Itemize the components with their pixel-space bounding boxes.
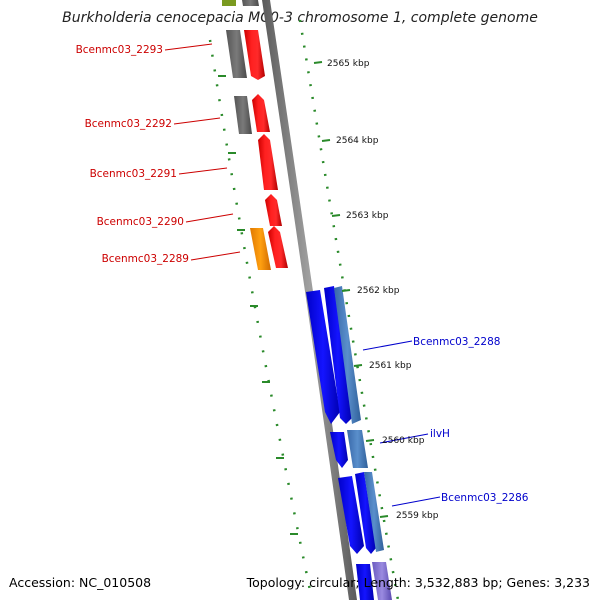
feature-steel-ilvh: [347, 430, 368, 468]
feature-steel-2288: [334, 286, 361, 424]
scale-tick-2559: [379, 515, 389, 518]
scale-label-2564: 2564 kbp: [336, 136, 379, 146]
scale-label-2559: 2559 kbp: [396, 511, 439, 521]
scale-tick-2560: [365, 439, 375, 442]
gene-label-2291: Bcenmc03_2291: [90, 168, 177, 180]
feature-red-2291: [258, 134, 278, 190]
leader-ilvh: [379, 433, 429, 444]
gene-label-2289: Bcenmc03_2289: [102, 253, 189, 265]
scale-tick-2563: [331, 214, 341, 217]
leader-2290: [185, 213, 234, 223]
scale-tick-2565: [313, 61, 323, 64]
accession-text: Accession: NC_010508: [9, 575, 152, 590]
feature-blue-2288b: [324, 286, 352, 424]
gene-label-ilvh: ilvH: [430, 428, 450, 440]
scale-label-2560: 2560 kbp: [382, 436, 425, 446]
scale-tick-2564: [321, 139, 331, 142]
gene-label-2292: Bcenmc03_2292: [85, 118, 172, 130]
feature-blue-next: [356, 564, 374, 600]
partial-feature-top-gray: [242, 0, 259, 6]
scale-label-2562: 2562 kbp: [357, 286, 400, 296]
feature-blue-2286: [338, 476, 364, 554]
map-title: Burkholderia cenocepacia MC0-3 chromosom…: [62, 10, 538, 26]
feature-blue-2286b: [355, 472, 376, 554]
scale-tick-2561: [353, 364, 363, 367]
feature-gray-2292: [234, 96, 252, 134]
gene-label-2288: Bcenmc03_2288: [413, 336, 500, 348]
feature-orange-2289: [250, 228, 271, 270]
scale-label-2561: 2561 kbp: [369, 361, 412, 371]
gene-label-2293: Bcenmc03_2293: [76, 44, 163, 56]
leader-2288: [362, 340, 413, 351]
feature-gray-2293: [226, 30, 247, 78]
leader-2289: [190, 251, 241, 261]
leader-2292: [173, 117, 221, 125]
leader-2293: [164, 43, 213, 51]
feature-steel-2286: [364, 472, 384, 552]
scale-label-2563: 2563 kbp: [346, 211, 389, 221]
feature-violet-next: [372, 562, 392, 600]
leader-2291: [178, 167, 228, 175]
partial-feature-top-olive: [222, 0, 236, 6]
feature-red-2290: [265, 194, 282, 226]
gene-label-2286: Bcenmc03_2286: [441, 492, 529, 504]
feature-red-2292: [252, 94, 270, 132]
feature-red-2289: [268, 226, 288, 268]
scale-label-2565: 2565 kbp: [327, 59, 370, 69]
feature-blue-ilvh: [330, 432, 348, 468]
feature-blue-2288: [306, 290, 340, 424]
leader-2286: [391, 496, 441, 507]
genome-summary: Topology: circular; Length: 3,532,883 bp…: [246, 575, 590, 590]
scale-tick-2562: [341, 289, 351, 292]
feature-red-2293: [244, 30, 265, 80]
gene-label-2290: Bcenmc03_2290: [97, 216, 184, 228]
